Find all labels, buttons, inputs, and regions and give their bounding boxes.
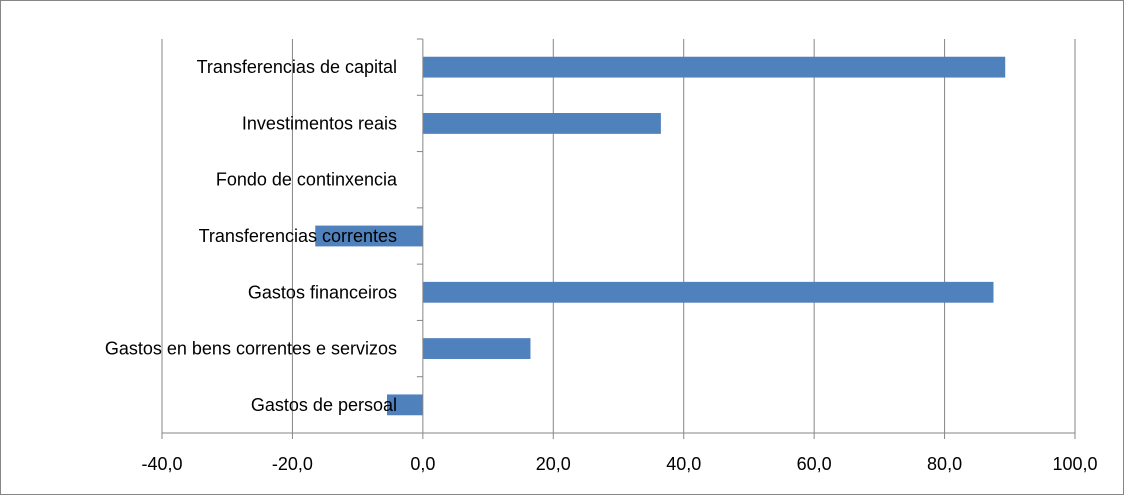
x-tick-label: 0,0 <box>410 454 435 474</box>
x-tick-label: 80,0 <box>927 454 962 474</box>
bar <box>422 113 661 134</box>
category-label: Transferencias de capital <box>197 57 397 77</box>
x-tick-label: 60,0 <box>797 454 832 474</box>
category-label: Fondo de continxencia <box>216 170 398 190</box>
category-label: Transferencias correntes <box>199 226 397 246</box>
bar <box>422 56 1006 78</box>
category-label: Gastos financeiros <box>248 282 397 302</box>
gridlines <box>161 39 1076 433</box>
bar <box>422 281 994 303</box>
bar <box>386 394 423 416</box>
bar <box>422 338 531 359</box>
category-label: Gastos en bens correntes e servizos <box>105 339 397 359</box>
x-tick-label: 40,0 <box>666 454 701 474</box>
x-tick-label: -20,0 <box>272 454 313 474</box>
axes <box>161 38 1076 439</box>
x-tick-label: 100,0 <box>1052 454 1097 474</box>
bars <box>315 56 1006 416</box>
category-label: Investimentos reais <box>242 113 397 133</box>
x-tick-label: -40,0 <box>141 454 182 474</box>
x-tick-label: 20,0 <box>536 454 571 474</box>
category-labels: Gastos de persoal Gastos en bens corrente… <box>105 57 398 415</box>
bar <box>315 225 423 247</box>
x-tick-labels: -40,0 -20,0 0,0 20,0 40,0 60,0 80,0 100,0 <box>141 454 1097 474</box>
category-label: Gastos de persoal <box>251 395 397 415</box>
